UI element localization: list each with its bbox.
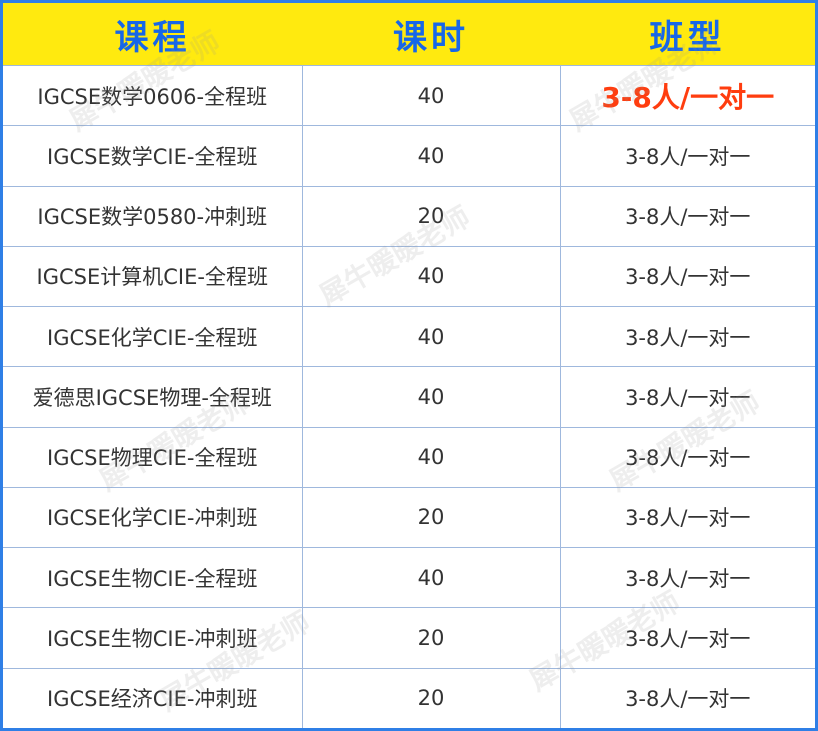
hours-cell: 40 [301, 125, 561, 187]
class-type-cell: 3-8人/一对一 [559, 667, 815, 728]
table-row: IGCSE数学0580-冲刺班 20 3-8人/一对一 [3, 185, 815, 247]
course-cell: IGCSE经济CIE-冲刺班 [3, 667, 303, 728]
table-row: IGCSE物理CIE-全程班 40 3-8人/一对一 [3, 426, 815, 488]
header-hours: 课时 [302, 3, 560, 66]
table-row: IGCSE数学CIE-全程班 40 3-8人/一对一 [3, 125, 815, 187]
hours-cell: 20 [301, 667, 561, 728]
table-row: IGCSE化学CIE-冲刺班 20 3-8人/一对一 [3, 486, 815, 549]
course-cell: IGCSE物理CIE-全程班 [3, 426, 303, 488]
header-class-type: 班型 [560, 3, 815, 66]
class-type-cell: 3-8人/一对一 [559, 125, 815, 187]
table-row: IGCSE生物CIE-全程班 40 3-8人/一对一 [3, 547, 815, 609]
hours-cell: 20 [301, 607, 561, 669]
hours-cell: 40 [301, 245, 561, 308]
course-cell: IGCSE计算机CIE-全程班 [3, 245, 303, 308]
class-type-cell: 3-8人/一对一 [559, 366, 815, 428]
hours-cell: 40 [301, 64, 561, 127]
hours-cell: 40 [301, 306, 561, 368]
course-cell: IGCSE化学CIE-冲刺班 [3, 486, 303, 549]
course-table: 课程 课时 班型 IGCSE数学0606-全程班 40 3-8人/一对一 IGCSE数… [3, 3, 815, 728]
course-cell: IGCSE化学CIE-全程班 [3, 306, 303, 368]
class-type-cell: 3-8人/一对一 [559, 185, 815, 247]
hours-cell: 20 [301, 185, 561, 247]
table-row: IGCSE数学0606-全程班 40 3-8人/一对一 [3, 64, 815, 127]
course-cell: IGCSE数学CIE-全程班 [3, 125, 303, 187]
table-row: IGCSE化学CIE-全程班 40 3-8人/一对一 [3, 306, 815, 368]
table-row: IGCSE生物CIE-冲刺班 20 3-8人/一对一 [3, 607, 815, 669]
course-cell: IGCSE生物CIE-冲刺班 [3, 607, 303, 669]
table-row: IGCSE经济CIE-冲刺班 20 3-8人/一对一 [3, 667, 815, 728]
hours-cell: 40 [301, 366, 561, 428]
course-cell: IGCSE数学0606-全程班 [3, 64, 303, 127]
hours-cell: 40 [301, 547, 561, 609]
header-row: 课程 课时 班型 [3, 3, 815, 66]
table-row: 爱德思IGCSE物理-全程班 40 3-8人/一对一 [3, 366, 815, 428]
class-type-cell: 3-8人/一对一 [559, 64, 815, 127]
header-course: 课程 [3, 3, 302, 66]
class-type-cell: 3-8人/一对一 [559, 245, 815, 308]
course-cell: IGCSE数学0580-冲刺班 [3, 185, 303, 247]
hours-cell: 40 [301, 426, 561, 488]
class-type-cell: 3-8人/一对一 [559, 547, 815, 609]
class-type-cell: 3-8人/一对一 [559, 607, 815, 669]
class-type-cell: 3-8人/一对一 [559, 486, 815, 549]
course-cell: 爱德思IGCSE物理-全程班 [3, 366, 303, 428]
class-type-cell: 3-8人/一对一 [559, 426, 815, 488]
class-type-cell: 3-8人/一对一 [559, 306, 815, 368]
course-cell: IGCSE生物CIE-全程班 [3, 547, 303, 609]
hours-cell: 20 [301, 486, 561, 549]
table-row: IGCSE计算机CIE-全程班 40 3-8人/一对一 [3, 245, 815, 308]
